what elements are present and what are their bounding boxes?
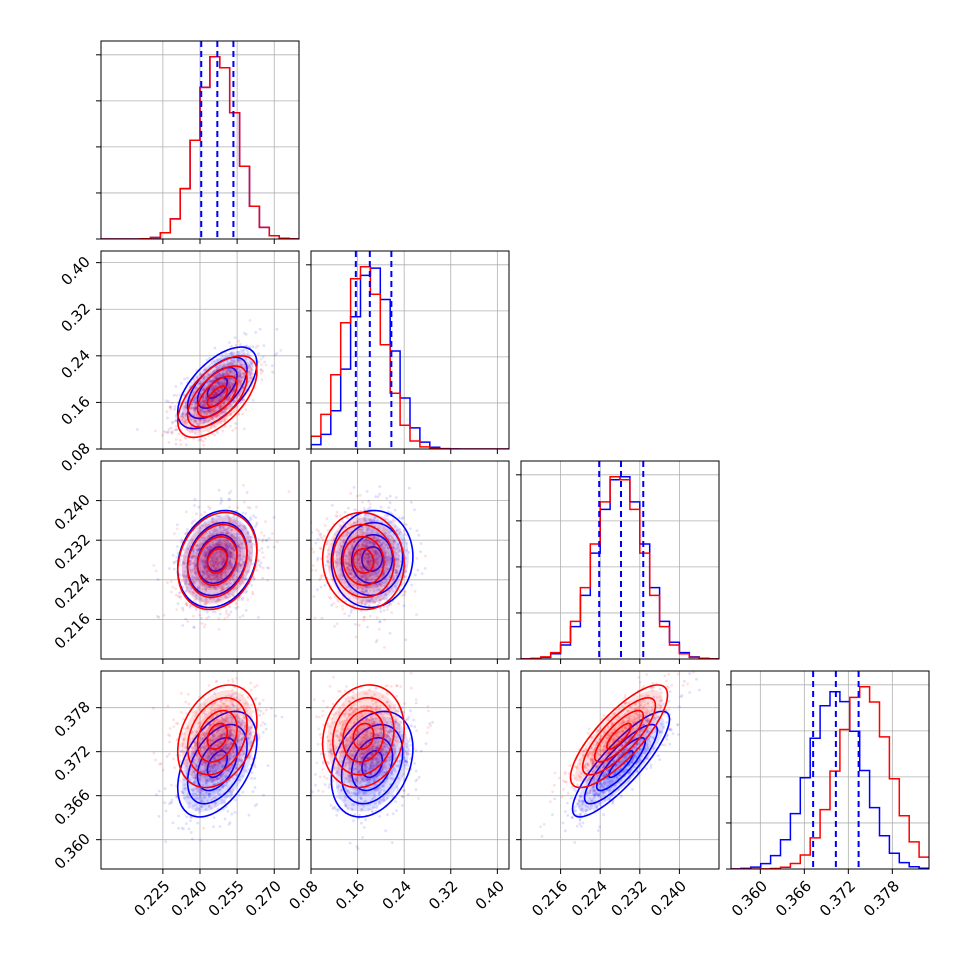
contour-series-1-level-2-1-0	[186, 365, 248, 428]
contour-series-1-level-2-3-2	[581, 697, 657, 776]
contour-series-1-level-0-3-0	[206, 722, 228, 750]
x-tick-label-param-3: 0.378	[860, 877, 903, 920]
contour-series-0-level-1-2-1	[351, 534, 394, 584]
contour-series-0-level-3-2-1	[330, 509, 414, 609]
y-tick-label-param-1: 0.24	[57, 346, 93, 382]
contour-series-0-level-2-3-1	[340, 723, 404, 805]
contour-series-1-level-0-1-0	[206, 385, 228, 408]
contour-series-1-level-3-3-2	[569, 684, 669, 789]
histogram-series-0-param-3	[731, 691, 929, 869]
contour-series-0-level-1-3-1	[351, 737, 394, 792]
x-tick-label-param-1: 0.40	[472, 877, 508, 913]
contour-series-1-level-3-2-0	[176, 511, 258, 611]
x-tick-label-param-1: 0.24	[379, 877, 415, 913]
y-tick-label-param-2: 0.240	[51, 491, 94, 534]
contour-series-0-level-3-3-2	[571, 710, 671, 818]
contour-series-0-level-3-1-0	[176, 346, 258, 430]
contour-series-1-level-0-2-0	[206, 548, 228, 574]
contour-series-0-level-0-2-1	[361, 546, 384, 572]
x-tick-label-param-1: 0.32	[425, 877, 461, 913]
scatter-panel-3-1	[310, 670, 510, 870]
scatter-series-0-3-0	[155, 692, 284, 844]
contour-series-1-level-3-3-0	[176, 684, 258, 789]
y-tick-label-param-1: 0.16	[57, 393, 93, 429]
x-tick-label-param-0: 0.240	[168, 877, 211, 920]
contour-series-1-level-1-1-0	[196, 375, 238, 418]
contour-series-1-level-0-3-1	[352, 722, 375, 750]
contour-series-0-level-3-3-1	[330, 710, 414, 818]
contour-series-1-level-0-2-1	[352, 548, 375, 574]
contour-series-1-level-2-2-1	[331, 523, 395, 599]
contour-series-1-level-1-3-1	[342, 709, 385, 763]
contour-series-0-level-2-3-0	[186, 723, 248, 805]
contour-series-1-level-1-3-2	[594, 709, 645, 763]
histogram-panel-3	[730, 670, 930, 870]
contour-series-0-level-1-3-0	[196, 736, 238, 792]
y-tick-label-param-1: 0.40	[57, 253, 93, 289]
y-tick-label-param-1: 0.08	[57, 439, 93, 475]
x-tick-label-param-3: 0.360	[728, 877, 771, 920]
contour-series-1-level-2-3-0	[186, 697, 248, 776]
x-tick-label-param-0: 0.255	[205, 877, 248, 920]
scatter-panel-3-2	[520, 670, 720, 870]
contour-series-1-level-1-2-0	[196, 535, 238, 586]
y-tick-label-param-3: 0.378	[51, 698, 94, 741]
histogram-series-1-param-1	[311, 266, 509, 449]
x-tick-label-param-1: 0.16	[332, 877, 368, 913]
y-tick-label-param-3: 0.366	[51, 786, 94, 829]
contour-series-1-level-2-3-1	[331, 697, 395, 776]
x-tick-label-param-2: 0.224	[568, 877, 611, 920]
contour-series-1-level-0-3-2	[606, 722, 632, 750]
x-tick-label-param-2: 0.240	[647, 877, 690, 920]
y-tick-label-param-1: 0.32	[57, 299, 93, 335]
x-tick-label-param-2: 0.216	[528, 877, 571, 920]
contour-series-0-level-3-3-0	[176, 710, 258, 818]
x-tick-label-param-3: 0.372	[816, 877, 859, 920]
x-tick-label-param-0: 0.270	[242, 877, 285, 920]
y-tick-label-param-2: 0.216	[51, 610, 94, 653]
x-tick-label-param-2: 0.232	[607, 877, 650, 920]
contour-series-1-level-3-3-1	[321, 684, 406, 789]
contour-series-1-level-1-3-0	[196, 709, 238, 763]
contour-series-1-level-2-2-0	[186, 523, 248, 599]
x-tick-label-param-0: 0.225	[131, 877, 174, 920]
contour-series-0-level-2-2-1	[340, 521, 404, 597]
contour-series-1-level-1-2-1	[342, 536, 385, 586]
contour-series-1-level-3-1-0	[176, 354, 258, 439]
y-tick-label-param-3: 0.360	[51, 830, 94, 873]
y-tick-label-param-3: 0.372	[51, 742, 94, 785]
y-tick-label-param-2: 0.224	[51, 570, 94, 613]
x-tick-label-param-3: 0.366	[772, 877, 815, 920]
histogram-panel-2	[520, 460, 720, 660]
contour-series-0-level-1-3-2	[595, 736, 646, 792]
scatter-panel-2-1	[310, 460, 510, 660]
histogram-panel-1	[310, 250, 510, 450]
x-tick-label-param-1: 0.08	[285, 877, 321, 913]
y-tick-label-param-2: 0.232	[51, 530, 94, 573]
contour-series-1-level-3-2-1	[321, 511, 406, 611]
